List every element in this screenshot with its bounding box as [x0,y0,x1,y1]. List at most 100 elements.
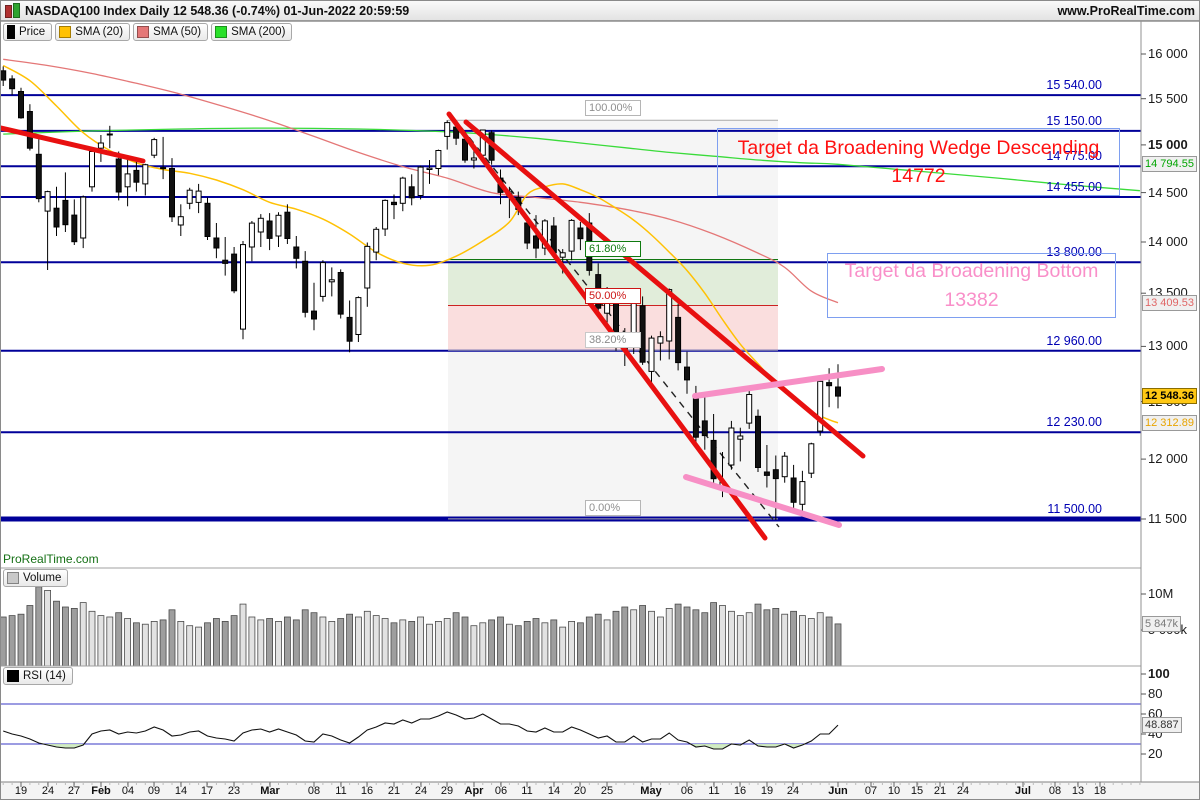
volume-bar [514,625,522,667]
date-label: 04 [121,785,135,797]
volume-bar [283,616,291,667]
sma50-line[interactable] [3,58,839,304]
date-label: 16 [360,785,374,797]
volume-bar [141,623,149,667]
volume-bar [204,622,211,667]
rsi-tick-label: 100 [1148,666,1170,681]
wedge-upper-line[interactable] [446,111,768,541]
legend-rsi-button[interactable]: RSI (14) [3,667,73,685]
trendlines-layer[interactable] [1,111,885,541]
wedge-target-annotation[interactable]: Target da Broadening Wedge Descending 14… [717,128,1120,196]
legend-sma50-button[interactable]: SMA (50) [133,23,209,41]
volume-bar [79,602,87,667]
candle [26,111,33,149]
candle [115,158,122,193]
volume-bar [497,616,504,667]
bottom-target-annotation[interactable]: Target da Broadening Bottom 13382 [827,253,1116,318]
red-segment-left[interactable] [1,125,146,164]
pink-lower-line[interactable] [683,474,842,528]
fib-label: 50.00% [585,288,641,304]
legend-sma200-button[interactable]: SMA (200) [211,23,293,41]
volume-bar [532,618,540,667]
volume-bar [674,603,682,667]
volume-bar [1,616,7,667]
candle [755,415,761,468]
fib-label: 38.20% [585,332,641,348]
date-label: 24 [956,785,970,797]
sma20-swatch-icon [59,26,72,38]
current-value-label-sma20: 12 312.89 [1142,414,1197,431]
volume-bar [452,612,460,667]
bottom-target-text: Target da Broadening Bottom [844,260,1099,283]
volume-bar [657,616,664,667]
date-label: 21 [933,785,947,797]
candle [533,235,539,249]
price-tick-label: 12 000 [1148,451,1188,467]
volume-bar [70,608,78,667]
volume-bar [790,610,797,667]
volume-legend-row: Volume [3,569,69,587]
price-tick-label: 16 000 [1148,46,1188,61]
candle [746,394,753,424]
volume-bar [479,622,487,667]
candle [160,167,167,170]
date-label: 11 [521,785,533,797]
sma200-line[interactable] [3,127,1140,192]
candle [44,191,51,212]
candle [142,164,149,185]
rsi-tick-label: 20 [1148,746,1163,761]
volume-bar [248,616,256,667]
candle [826,382,833,387]
date-axis-strip[interactable] [1,782,1200,800]
volume-bar [559,626,567,667]
candle [790,477,797,503]
bottom-target-value: 13382 [944,288,999,311]
date-label: Jun [828,785,848,797]
volume-bar [328,621,336,667]
volume-bar [337,618,345,667]
volume-bar [53,600,60,667]
volume-swatch-icon [7,572,19,584]
candle [399,177,406,204]
candle [240,244,246,330]
wedge-lower-line[interactable] [463,119,866,459]
rsi-oversold-fill [43,744,84,748]
pink-upper-line[interactable] [692,366,885,399]
volume-bar [745,612,753,667]
legend-price-button[interactable]: Price [3,23,53,41]
candle [151,139,158,156]
candle [213,237,220,249]
volume-bar [577,622,584,667]
candle [133,169,140,183]
level-price-label: 12 960.00 [1046,333,1102,348]
candle [781,455,788,478]
rsi-line[interactable] [3,711,839,750]
candle [284,211,291,239]
volume-bar [8,615,16,667]
legend-sma20-button[interactable]: SMA (20) [55,23,131,41]
candle [408,186,415,199]
candle [772,469,779,480]
candle [701,420,708,437]
prorealtime-watermark: ProRealTime.com [3,552,99,566]
date-label: 20 [573,785,587,797]
legend-volume-button[interactable]: Volume [3,569,69,587]
volume-bar [488,619,496,667]
candle [1,70,7,81]
candle [186,189,193,204]
candle [559,252,566,258]
legend-sma20-label: SMA (20) [75,26,124,38]
candle [763,471,770,476]
sma200-swatch-icon [215,26,228,38]
candle [391,201,397,206]
price-tick-label: 11 500 [1148,510,1187,526]
fib-label: 100.00% [585,100,641,116]
sma50-swatch-icon [137,26,150,38]
candle [80,196,87,239]
volume-bar [408,621,416,667]
volume-bar [97,615,105,667]
volume-bar [372,615,380,667]
candle [257,217,264,233]
prorealtime-website-link[interactable]: www.ProRealTime.com [1057,3,1195,18]
